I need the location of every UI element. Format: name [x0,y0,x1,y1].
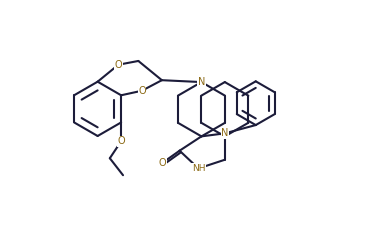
Text: O: O [117,136,125,146]
Text: N: N [221,128,228,138]
Text: O: O [159,158,166,168]
Text: O: O [114,60,122,70]
Text: NH: NH [192,164,205,173]
Text: O: O [138,86,146,96]
Text: N: N [198,77,205,87]
